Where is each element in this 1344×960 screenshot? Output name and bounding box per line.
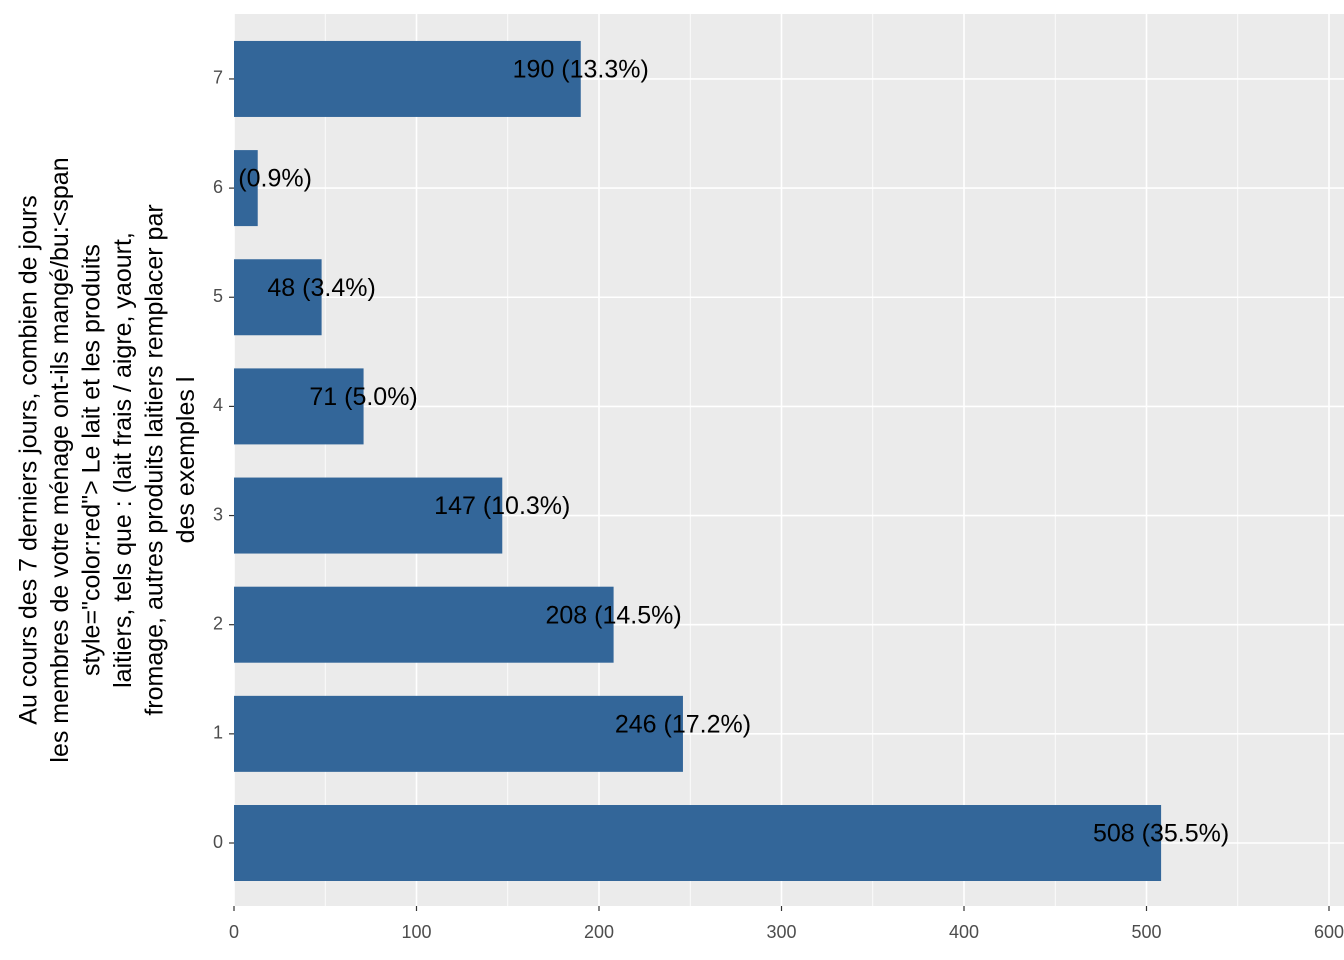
y-tick-label: 4 [213,395,223,415]
x-tick-label: 600 [1314,922,1344,942]
y-axis-title: les membres de votre ménage ont-ils mang… [46,157,74,762]
bar [234,368,364,445]
y-axis-title: Au cours des 7 derniers jours, combien d… [15,195,43,724]
data-label: 147 (10.3%) [434,492,570,520]
bar [234,40,581,117]
y-tick-label: 2 [213,613,223,633]
panel [234,14,1344,906]
data-label: 190 (13.3%) [513,56,649,84]
axes: 0 100 200 300 400 500 600 0 1 2 3 4 5 6 7 [213,68,1344,942]
x-tick-label: 500 [1131,922,1161,942]
bar [234,150,258,227]
data-label: 13 (0.9%) [204,165,312,193]
y-tick-label: 0 [213,832,223,852]
data-label: 48 (3.4%) [267,274,375,302]
x-tick-label: 300 [766,922,796,942]
grid [233,14,1344,906]
data-label: 71 (5.0%) [309,383,417,411]
y-axis-title: style="color:red"> Le lait et les produi… [78,244,106,676]
y-tick-label: 1 [213,723,223,743]
x-tick-label: 400 [949,922,979,942]
y-axis-title: laitiers, tels que : (lait frais / aigre… [109,232,137,688]
bar [234,586,614,663]
data-labels: 508 (35.5%) 246 (17.2%) 208 (14.5%) 147 (10… [204,56,1229,848]
data-label: 508 (35.5%) [1093,820,1229,848]
bar [234,805,1162,881]
bar [234,695,683,772]
y-tick-label: 5 [213,286,223,306]
bar [234,477,503,554]
x-tick-label: 200 [584,922,614,942]
data-label: 246 (17.2%) [615,710,751,738]
y-tick-label: 6 [213,177,223,197]
data-label: 208 (14.5%) [545,601,681,629]
x-tick-label: 100 [401,922,431,942]
y-tick-label: 3 [213,504,223,524]
bars [234,40,1162,881]
bar [234,259,322,336]
y-tick-label: 7 [213,68,223,88]
y-axis-title: fromage, autres produits laitiers rempla… [141,204,169,715]
y-axis-title: des exemples l [172,377,200,544]
x-tick-label: 0 [229,922,239,942]
